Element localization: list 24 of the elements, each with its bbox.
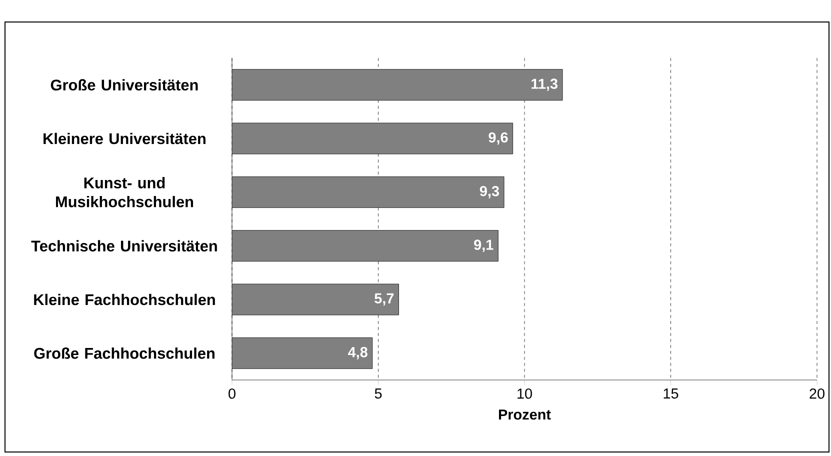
data-label: 5,7: [374, 293, 394, 306]
x-tick-label: 15: [664, 388, 678, 399]
data-label: 11,3: [532, 78, 558, 91]
data-label: 9,3: [480, 186, 499, 198]
bar: [232, 337, 373, 369]
y-tick-label: Kunst- und Musikhochschulen: [56, 177, 194, 208]
bar: [232, 69, 563, 101]
bar: [232, 122, 514, 154]
y-tick-label: Große Fachhochschulen: [34, 347, 214, 359]
bar: [232, 284, 399, 316]
x-tick-label: 10: [518, 388, 532, 399]
data-label: 4,8: [348, 346, 368, 360]
x-tick-label: 5: [374, 388, 382, 399]
y-tick-label: Große Universitäten: [50, 79, 198, 91]
data-label: 9,6: [488, 132, 508, 145]
bar: [232, 230, 498, 262]
y-tick-label: Technische Universitäten: [31, 240, 217, 252]
y-tick-label: Kleine Fachhochschulen: [34, 294, 215, 306]
data-label: 9,1: [474, 240, 494, 252]
bar: [232, 176, 504, 208]
x-tick-label: 0: [228, 388, 236, 399]
x-tick-label: 20: [810, 388, 824, 399]
x-axis-title: Prozent: [498, 410, 551, 420]
y-tick-label: Kleinere Universitäten: [44, 132, 206, 144]
